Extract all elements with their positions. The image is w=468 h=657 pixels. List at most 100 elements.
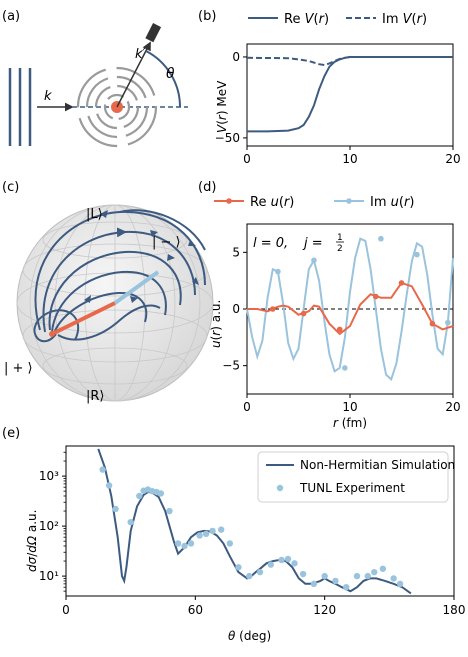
state-minus: | − ⟩ bbox=[152, 235, 181, 250]
series-marker-im-u bbox=[311, 257, 317, 264]
experiment-point bbox=[246, 572, 253, 580]
y-tick-label-e: 10² bbox=[39, 519, 59, 533]
experiment-point bbox=[112, 505, 119, 513]
panel-c: (c) bbox=[2, 180, 214, 404]
legend-label-re-v: Re V(r) bbox=[284, 12, 329, 27]
experiment-point bbox=[396, 580, 404, 588]
experiment-point bbox=[174, 540, 182, 547]
panel-b-tag: (b) bbox=[198, 9, 216, 24]
experiment-point bbox=[299, 570, 307, 578]
x-tick-label-b: 10 bbox=[342, 152, 357, 166]
experiment-point bbox=[256, 568, 264, 576]
series-marker-re-u bbox=[300, 310, 307, 317]
experiment-point bbox=[390, 575, 397, 582]
legend-label-sim: Non-Hermitian Simulation bbox=[300, 458, 455, 472]
experiment-point bbox=[196, 532, 203, 539]
legend-marker-exp bbox=[276, 484, 284, 492]
x-tick-label-e: 60 bbox=[188, 603, 203, 617]
plot-area-d: 0 10 20 −5 0 5 bbox=[222, 235, 461, 414]
label-kprime: k′ bbox=[135, 47, 146, 62]
xlabel-e: θ (deg) bbox=[228, 629, 271, 643]
y-tick-label-b: −50 bbox=[215, 131, 240, 145]
experiment-point bbox=[364, 572, 371, 580]
legend-label-exp: TUNL Experiment bbox=[299, 481, 405, 495]
annotation-l: l = 0, bbox=[253, 236, 288, 251]
panel-a-tag: (a) bbox=[2, 9, 20, 24]
trajectory-4 bbox=[51, 270, 167, 333]
experiment-point bbox=[157, 490, 165, 497]
experiment-point bbox=[127, 518, 134, 526]
experiment-point bbox=[371, 568, 378, 576]
panel-b: (b) Re V(r) Im V(r) V(r) MeV 0 10 20−500 bbox=[198, 9, 461, 166]
ylabel-b: V(r) MeV bbox=[215, 80, 229, 133]
experiment-point bbox=[332, 577, 339, 585]
annotation-frac-den: 2 bbox=[337, 244, 343, 254]
y-tick-label-d: 5 bbox=[232, 245, 240, 259]
legend-marker-im-u bbox=[346, 198, 352, 204]
plot-area-b: 0 10 20−500 bbox=[215, 50, 461, 166]
series-marker-re-u bbox=[429, 320, 436, 327]
trajectories bbox=[33, 209, 206, 343]
state-L: |L⟩ bbox=[86, 207, 103, 222]
legend-box-e bbox=[257, 451, 449, 503]
y-tick-label-d: −5 bbox=[222, 359, 240, 373]
y-tick-label-e: 10³ bbox=[39, 469, 59, 483]
initial-point bbox=[49, 331, 55, 337]
series-marker-re-u bbox=[372, 293, 379, 300]
detector bbox=[145, 23, 162, 43]
panel-e-tag: (e) bbox=[2, 426, 20, 441]
annotation-j: j = bbox=[302, 236, 323, 251]
panel-d-tag: (d) bbox=[198, 180, 216, 195]
legend-label-re-u: Re u(r) bbox=[250, 195, 294, 210]
experiment-point bbox=[226, 540, 234, 547]
annotation-frac-num: 1 bbox=[337, 233, 343, 243]
experiment-point bbox=[291, 560, 298, 567]
x-tick-label-e: 120 bbox=[313, 603, 336, 617]
y-tick-label-d: 0 bbox=[232, 302, 240, 316]
x-tick-label-d: 10 bbox=[342, 400, 357, 414]
trajectory-8 bbox=[119, 209, 206, 251]
series-marker-re-u bbox=[269, 306, 276, 312]
panel-e: (e) dσ/dΩ a.u. θ (deg) Non-Hermitian Sim… bbox=[2, 426, 465, 643]
plot-area-e: 0 60 120 180 10¹ 10² 10³ bbox=[39, 448, 465, 617]
x-tick-label-b: 20 bbox=[445, 152, 460, 166]
experiment-point bbox=[181, 542, 188, 550]
state-plus: | + ⟩ bbox=[4, 361, 33, 376]
series-marker-im-u bbox=[414, 251, 420, 258]
experiment-point bbox=[278, 556, 285, 564]
experiment-point bbox=[105, 482, 113, 489]
experiment-point bbox=[187, 540, 195, 547]
theta-arc bbox=[145, 50, 182, 108]
scattered-wave-arcs bbox=[76, 66, 158, 148]
x-tick-label-e: 0 bbox=[62, 603, 70, 617]
label-theta: θ bbox=[166, 66, 175, 82]
experiment-point bbox=[379, 565, 387, 572]
trajectory-1 bbox=[34, 210, 206, 331]
x-tick-label-d: 0 bbox=[243, 400, 251, 414]
sphere-grid bbox=[16, 204, 214, 402]
state-R: |R⟩ bbox=[86, 389, 104, 404]
bloch-vector-final bbox=[113, 270, 160, 305]
axes-frame-e bbox=[65, 445, 455, 597]
x-tick-label-b: 0 bbox=[243, 152, 251, 166]
experiment-point bbox=[353, 572, 361, 580]
label-k: k bbox=[44, 89, 52, 104]
experiment-point bbox=[321, 572, 328, 580]
experiment-point bbox=[99, 466, 106, 473]
experiment-point bbox=[202, 530, 210, 538]
scattered-arrow bbox=[116, 41, 151, 108]
panel-d: (d) Re u(r) Im u(r) u(r) a.u. r (fm) l =… bbox=[198, 180, 461, 430]
bloch-vector-initial bbox=[51, 301, 116, 336]
experiment-point bbox=[235, 564, 242, 571]
series-marker-im-u bbox=[342, 365, 348, 371]
series-line-re-u bbox=[247, 281, 454, 336]
experiment-point bbox=[267, 561, 274, 568]
panel-c-tag: (c) bbox=[2, 180, 19, 195]
series-line-im-u bbox=[246, 237, 454, 382]
panel-a: (a) k k′ θ bbox=[2, 9, 188, 148]
xlabel-d: r (fm) bbox=[333, 416, 367, 430]
legend-marker-re-u bbox=[226, 198, 232, 204]
trajectory-7 bbox=[57, 304, 161, 341]
series-line-re-v bbox=[247, 56, 453, 133]
